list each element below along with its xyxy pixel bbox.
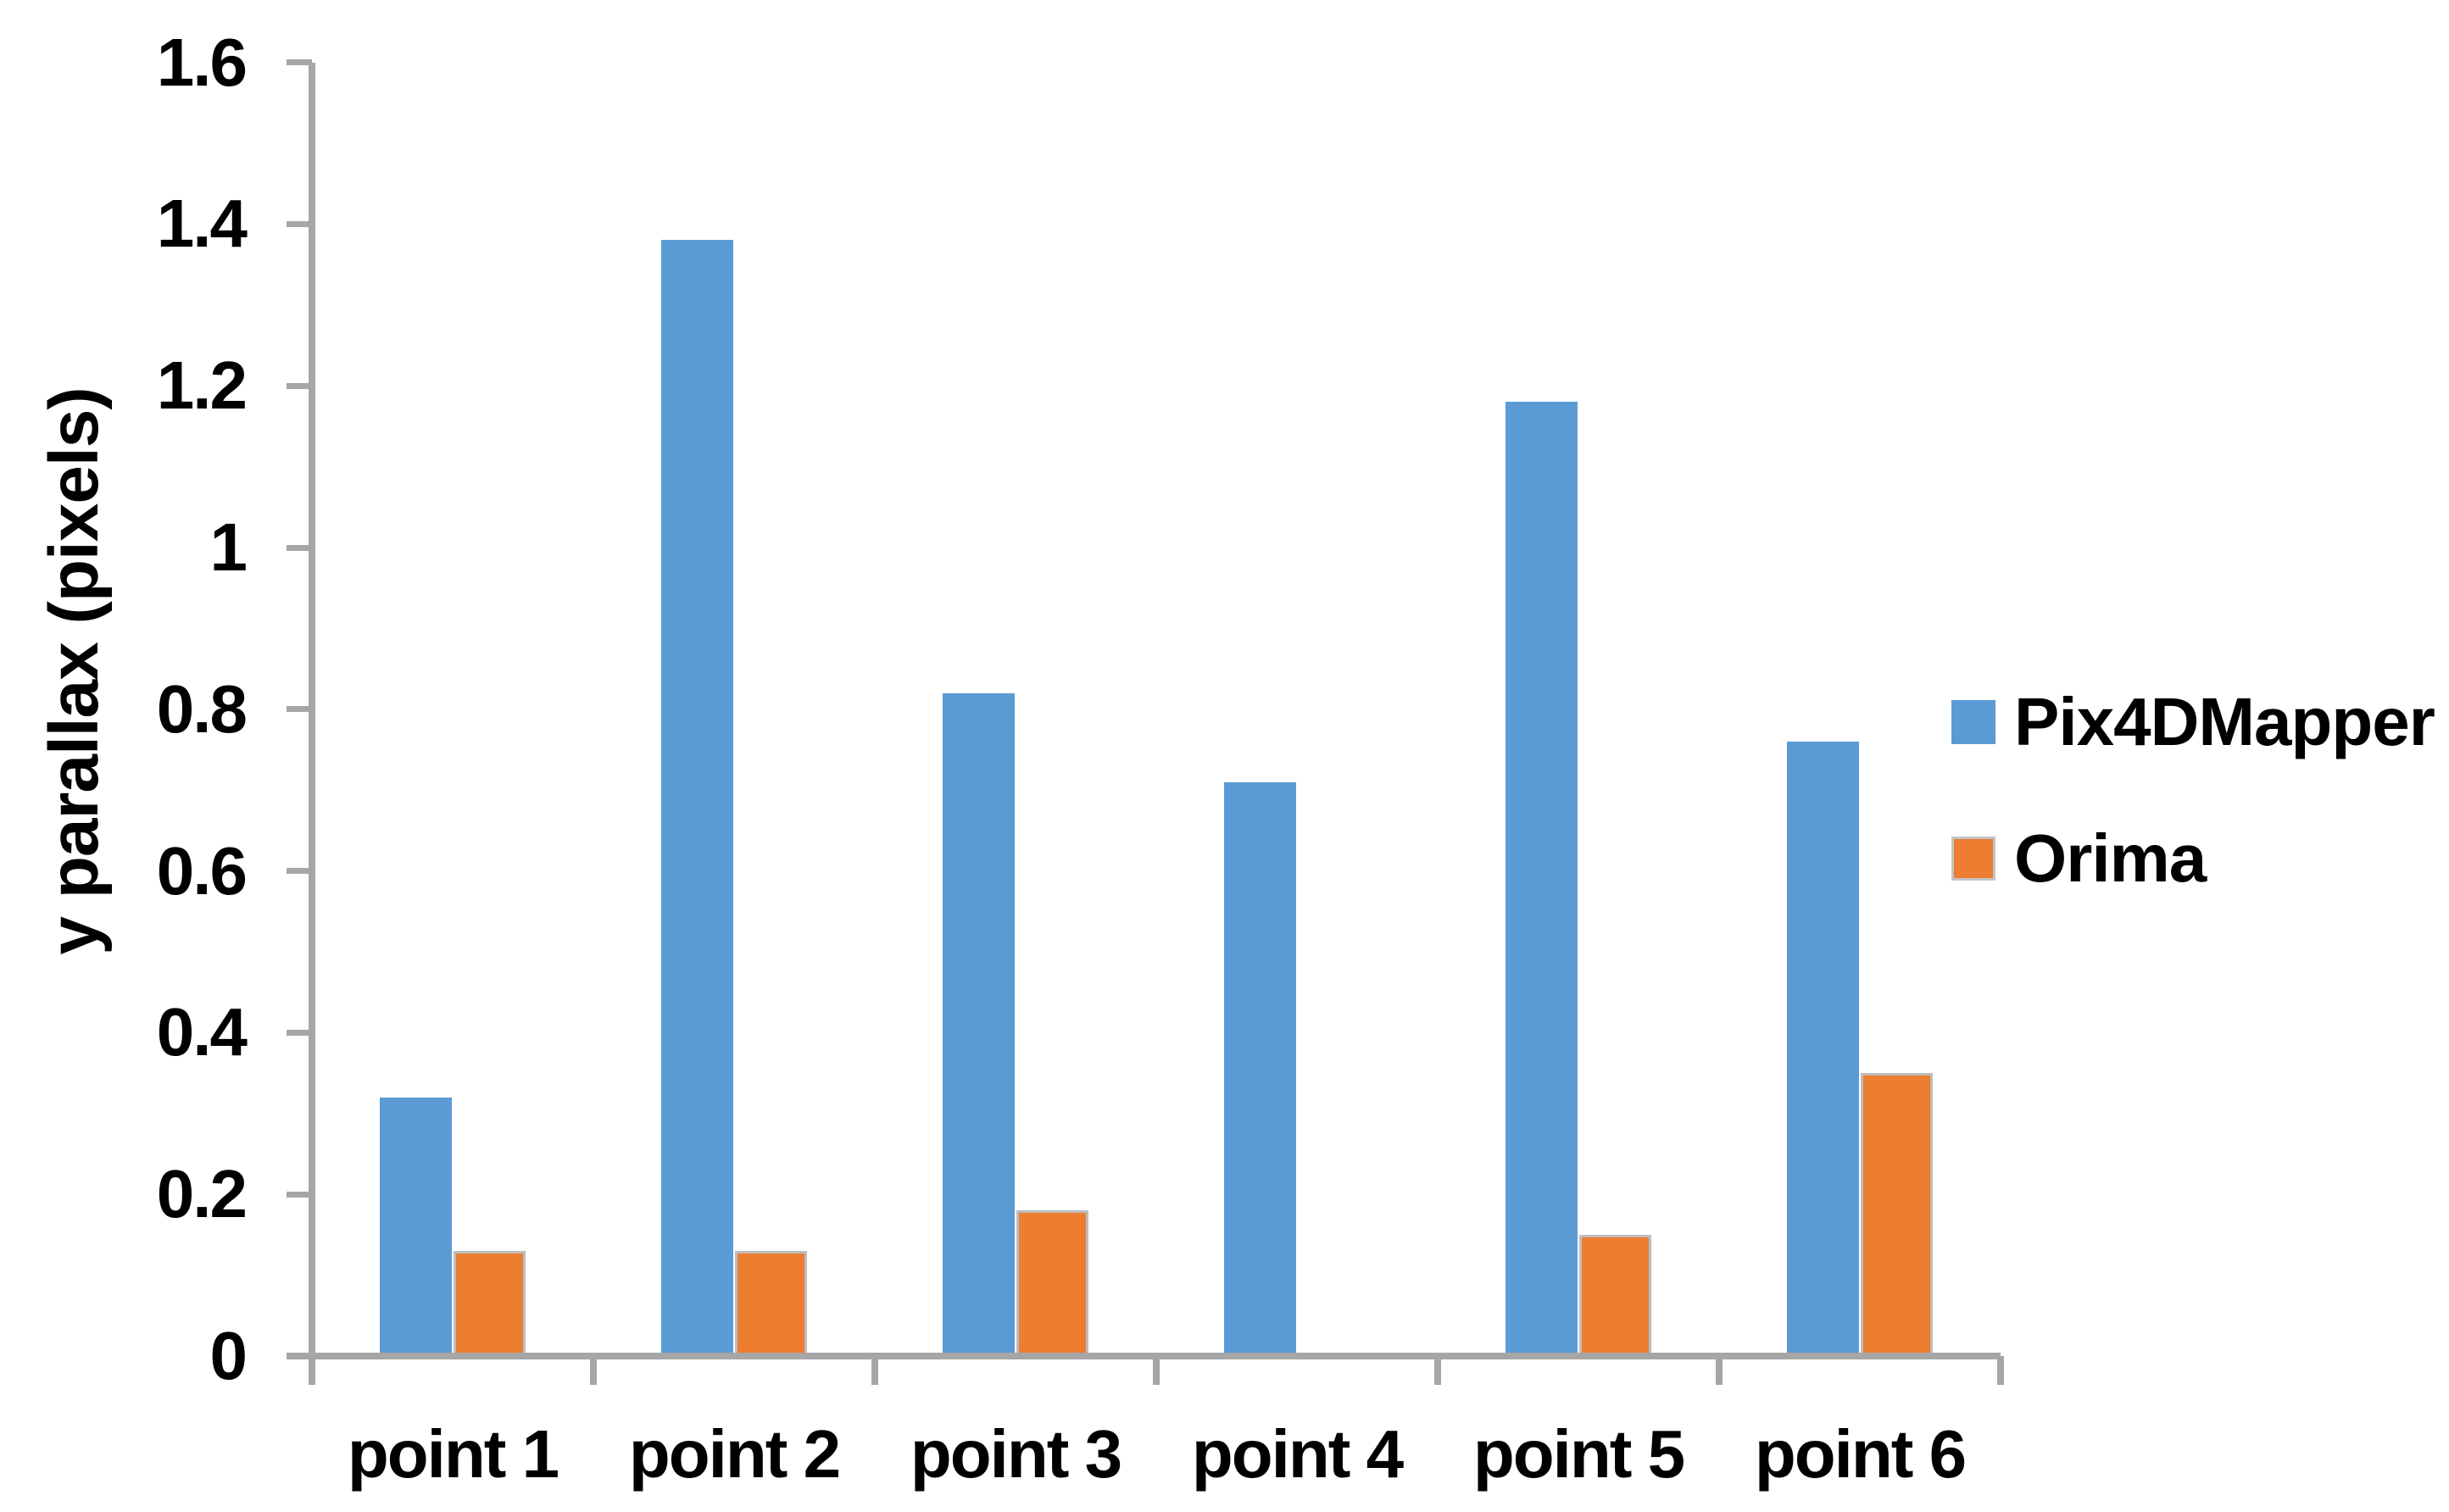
y-tick xyxy=(287,1191,312,1198)
x-axis-label: point 4 xyxy=(1191,1416,1404,1492)
y-tick-label: 0.2 xyxy=(156,1156,248,1232)
y-tick xyxy=(287,706,312,713)
y-axis-line xyxy=(309,63,315,1385)
bar-orima-point-5 xyxy=(1579,1235,1651,1356)
y-tick xyxy=(287,220,312,227)
x-axis-label: point 2 xyxy=(628,1416,841,1492)
x-axis-line xyxy=(287,1353,2001,1359)
y-tick-label: 0.4 xyxy=(156,994,248,1070)
y-tick-label: 1.2 xyxy=(156,347,248,424)
x-tick xyxy=(1434,1356,1441,1385)
x-axis-label: point 6 xyxy=(1754,1416,1967,1492)
y-tick-label: 0.6 xyxy=(156,832,248,909)
y-tick-label: 0 xyxy=(209,1318,248,1393)
bar-orima-point-6 xyxy=(1861,1073,1933,1356)
legend-item: Pix4DMapper xyxy=(1951,684,2435,759)
bar-orima-point-2 xyxy=(735,1251,807,1356)
legend-label: Pix4DMapper xyxy=(2014,684,2435,759)
y-tick xyxy=(287,1029,312,1036)
x-tick xyxy=(590,1356,597,1385)
legend-swatch-orima xyxy=(1951,837,1995,881)
x-axis-label: point 3 xyxy=(910,1416,1122,1492)
y-tick xyxy=(287,59,312,66)
bar-orima-point-3 xyxy=(1016,1210,1088,1356)
legend-label: Orima xyxy=(2014,820,2207,896)
x-tick xyxy=(1153,1356,1160,1385)
y-tick-label: 1.4 xyxy=(156,186,248,262)
y-tick-label: 1 xyxy=(209,509,248,585)
y-tick xyxy=(287,382,312,389)
x-axis-label: point 5 xyxy=(1472,1416,1685,1492)
x-axis-label: point 1 xyxy=(347,1416,559,1492)
x-tick xyxy=(1997,1356,2004,1385)
bar-pix4dmapper-point-4 xyxy=(1224,782,1296,1356)
legend-item: Orima xyxy=(1951,820,2207,896)
x-tick xyxy=(871,1356,878,1385)
bar-pix4dmapper-point-3 xyxy=(943,693,1015,1356)
bar-pix4dmapper-point-2 xyxy=(661,240,733,1356)
y-tick-label: 0.8 xyxy=(156,670,248,747)
bar-pix4dmapper-point-6 xyxy=(1787,742,1859,1356)
x-tick xyxy=(1716,1356,1723,1385)
bar-pix4dmapper-point-1 xyxy=(380,1098,452,1356)
y-tick xyxy=(287,544,312,551)
y-tick xyxy=(287,868,312,875)
bar-pix4dmapper-point-5 xyxy=(1506,402,1578,1356)
y-tick-label: 1.6 xyxy=(156,24,248,100)
bar-orima-point-1 xyxy=(454,1251,526,1356)
legend-swatch-pix4dmapper xyxy=(1951,700,1995,744)
x-tick xyxy=(309,1356,315,1385)
